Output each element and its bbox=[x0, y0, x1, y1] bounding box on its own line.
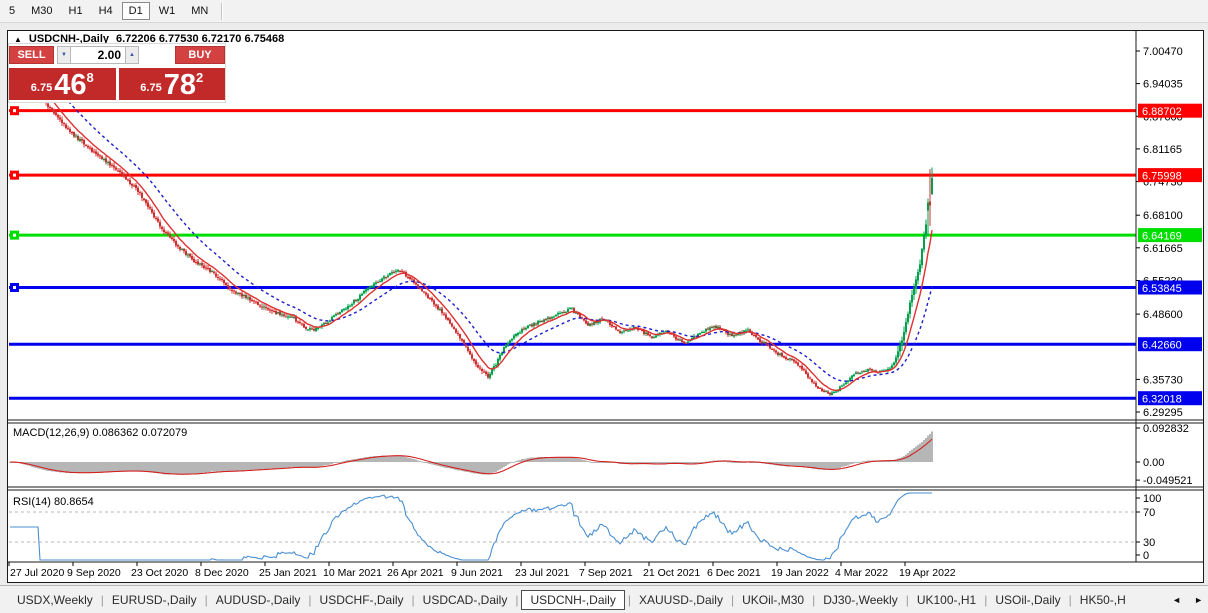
tab-dj30-weekly[interactable]: DJ30-,Weekly bbox=[823, 592, 898, 607]
tab-usdcnh-daily[interactable]: USDCNH-,Daily bbox=[521, 589, 625, 610]
tab-usdchf-daily[interactable]: USDCHF-,Daily bbox=[319, 592, 404, 607]
volume-stepper: ▼ 2.00 ▲ bbox=[57, 46, 139, 64]
tab-ukoil-m30[interactable]: UKOil-,M30 bbox=[742, 592, 805, 607]
tab-separator: | bbox=[984, 592, 988, 607]
chart-title: ▲ USDCNH-,Daily 6.72206 6.77530 6.72170 … bbox=[14, 33, 284, 45]
svg-text:6.88702: 6.88702 bbox=[1142, 106, 1182, 118]
chart-ohlc-values: 6.72206 6.77530 6.72170 6.75468 bbox=[116, 33, 285, 45]
svg-text:6.64169: 6.64169 bbox=[1142, 231, 1182, 243]
timeframe-button-d1[interactable]: D1 bbox=[121, 2, 150, 20]
tab-separator: | bbox=[730, 592, 735, 607]
svg-text:30: 30 bbox=[1143, 537, 1155, 549]
timeframe-button-m30[interactable]: M30 bbox=[31, 5, 53, 17]
timeframe-toolbar: 5 M30 H1 H4 D1 W1 MN bbox=[0, 0, 1208, 23]
buy-price-prefix: 6.75 bbox=[140, 82, 162, 94]
tab-separator: | bbox=[308, 592, 312, 607]
rsi-label: RSI(14) 80.8654 bbox=[13, 496, 94, 508]
timeframe-button-w1[interactable]: W1 bbox=[158, 5, 176, 17]
quote-panels: 6.75 46 8 6.75 78 2 bbox=[9, 68, 225, 100]
sell-price-main: 46 bbox=[54, 69, 87, 101]
tab-uk100-h1[interactable]: UK100-,H1 bbox=[916, 592, 977, 607]
svg-text:6.48600: 6.48600 bbox=[1143, 309, 1183, 321]
timeframe-button-mn[interactable]: MN bbox=[191, 5, 209, 17]
tab-xauusd-daily[interactable]: XAUUSD-,Daily bbox=[638, 592, 723, 607]
chart-symbol-label: USDCNH-,Daily bbox=[28, 33, 109, 45]
svg-text:6.35730: 6.35730 bbox=[1143, 374, 1183, 386]
svg-text:9 Sep 2020: 9 Sep 2020 bbox=[67, 567, 121, 579]
svg-text:0: 0 bbox=[1143, 550, 1149, 562]
buy-price-pip: 2 bbox=[195, 70, 204, 85]
sell-price-pip: 8 bbox=[86, 70, 94, 85]
tab-usdcad-daily[interactable]: USDCAD-,Daily bbox=[422, 592, 508, 607]
svg-text:100: 100 bbox=[1143, 493, 1161, 505]
volume-increase-button[interactable]: ▲ bbox=[125, 46, 139, 64]
tab-separator: | bbox=[1068, 592, 1072, 607]
one-click-trade-widget: SELL ▼ 2.00 ▲ BUY 6.75 46 8 6.75 78 2 bbox=[9, 44, 225, 102]
svg-text:6.75998: 6.75998 bbox=[1142, 171, 1182, 183]
tab-scroll-left-icon[interactable]: ◄ bbox=[1172, 594, 1182, 605]
tab-usoil-daily[interactable]: USOil-,Daily bbox=[995, 592, 1061, 607]
tab-scroll-right-icon[interactable]: ► bbox=[1194, 594, 1203, 605]
svg-text:6.53845: 6.53845 bbox=[1142, 283, 1182, 295]
svg-text:23 Jul 2021: 23 Jul 2021 bbox=[515, 567, 569, 579]
chart-window: 7.004706.940356.876006.811656.747306.681… bbox=[7, 30, 1204, 583]
tab-separator: | bbox=[515, 592, 519, 607]
svg-text:21 Oct 2021: 21 Oct 2021 bbox=[643, 567, 700, 579]
svg-text:26 Apr 2021: 26 Apr 2021 bbox=[387, 567, 444, 579]
tab-usdx-weekly[interactable]: USDX,Weekly bbox=[17, 592, 93, 607]
tab-separator: | bbox=[204, 592, 208, 607]
tab-audusd-daily[interactable]: AUDUSD-,Daily bbox=[215, 592, 301, 607]
svg-text:27 Jul 2020: 27 Jul 2020 bbox=[10, 567, 64, 579]
volume-decrease-button[interactable]: ▼ bbox=[57, 46, 71, 64]
svg-text:6.32018: 6.32018 bbox=[1142, 394, 1182, 406]
svg-text:6 Dec 2021: 6 Dec 2021 bbox=[707, 567, 761, 579]
buy-quote-panel[interactable]: 6.75 78 2 bbox=[118, 68, 225, 101]
svg-text:6.81165: 6.81165 bbox=[1143, 144, 1182, 156]
svg-text:4 Mar 2022: 4 Mar 2022 bbox=[835, 567, 888, 579]
macd-label: MACD(12,26,9) 0.086362 0.072079 bbox=[13, 427, 187, 439]
svg-text:25 Jan 2021: 25 Jan 2021 bbox=[259, 567, 317, 579]
svg-text:8 Dec 2020: 8 Dec 2020 bbox=[195, 567, 249, 579]
svg-text:7 Sep 2021: 7 Sep 2021 bbox=[579, 567, 633, 579]
tab-separator: | bbox=[812, 592, 816, 607]
svg-text:6.68100: 6.68100 bbox=[1143, 210, 1183, 222]
svg-text:70: 70 bbox=[1143, 507, 1155, 519]
sell-button[interactable]: SELL bbox=[9, 46, 54, 64]
timeframe-button-5[interactable]: 5 bbox=[9, 5, 16, 17]
collapse-panel-icon[interactable]: ▲ bbox=[14, 34, 22, 44]
tab-scroll-arrows: ◄ ► bbox=[1166, 586, 1203, 613]
svg-text:0.092832: 0.092832 bbox=[1143, 423, 1189, 435]
buy-price-main: 78 bbox=[163, 69, 196, 101]
chart-canvas[interactable]: 7.004706.940356.876006.811656.747306.681… bbox=[8, 31, 1203, 582]
tab-separator: | bbox=[100, 592, 104, 607]
tab-separator: | bbox=[905, 592, 909, 607]
volume-value[interactable]: 2.00 bbox=[71, 46, 125, 64]
svg-text:6.94035: 6.94035 bbox=[1143, 79, 1183, 91]
tab-separator: | bbox=[627, 592, 631, 607]
chart-tab-bar: USDX,Weekly | EURUSD-,Daily | AUDUSD-,Daily |… bbox=[0, 585, 1208, 613]
svg-text:19 Apr 2022: 19 Apr 2022 bbox=[899, 567, 956, 579]
timeframe-button-h4[interactable]: H4 bbox=[98, 5, 113, 17]
svg-text:10 Mar 2021: 10 Mar 2021 bbox=[323, 567, 382, 579]
timeframe-button-h1[interactable]: H1 bbox=[68, 5, 83, 17]
tab-eurusd-daily[interactable]: EURUSD-,Daily bbox=[111, 592, 197, 607]
svg-text:6.42660: 6.42660 bbox=[1142, 340, 1182, 352]
svg-text:7.00470: 7.00470 bbox=[1143, 46, 1183, 58]
toolbar-separator bbox=[221, 2, 223, 20]
svg-text:-0.049521: -0.049521 bbox=[1143, 475, 1193, 487]
svg-text:0.00: 0.00 bbox=[1143, 457, 1164, 469]
sell-quote-panel[interactable]: 6.75 46 8 bbox=[9, 68, 116, 100]
svg-text:9 Jun 2021: 9 Jun 2021 bbox=[451, 567, 503, 579]
svg-text:23 Oct 2020: 23 Oct 2020 bbox=[131, 567, 188, 579]
buy-button[interactable]: BUY bbox=[175, 46, 225, 64]
svg-text:19 Jan 2022: 19 Jan 2022 bbox=[771, 567, 829, 579]
sell-price-prefix: 6.75 bbox=[30, 82, 53, 94]
tab-hk50-h[interactable]: HK50-,H bbox=[1079, 592, 1126, 607]
svg-text:6.29295: 6.29295 bbox=[1143, 407, 1183, 419]
tab-separator: | bbox=[411, 592, 415, 607]
svg-text:6.61665: 6.61665 bbox=[1143, 243, 1183, 255]
